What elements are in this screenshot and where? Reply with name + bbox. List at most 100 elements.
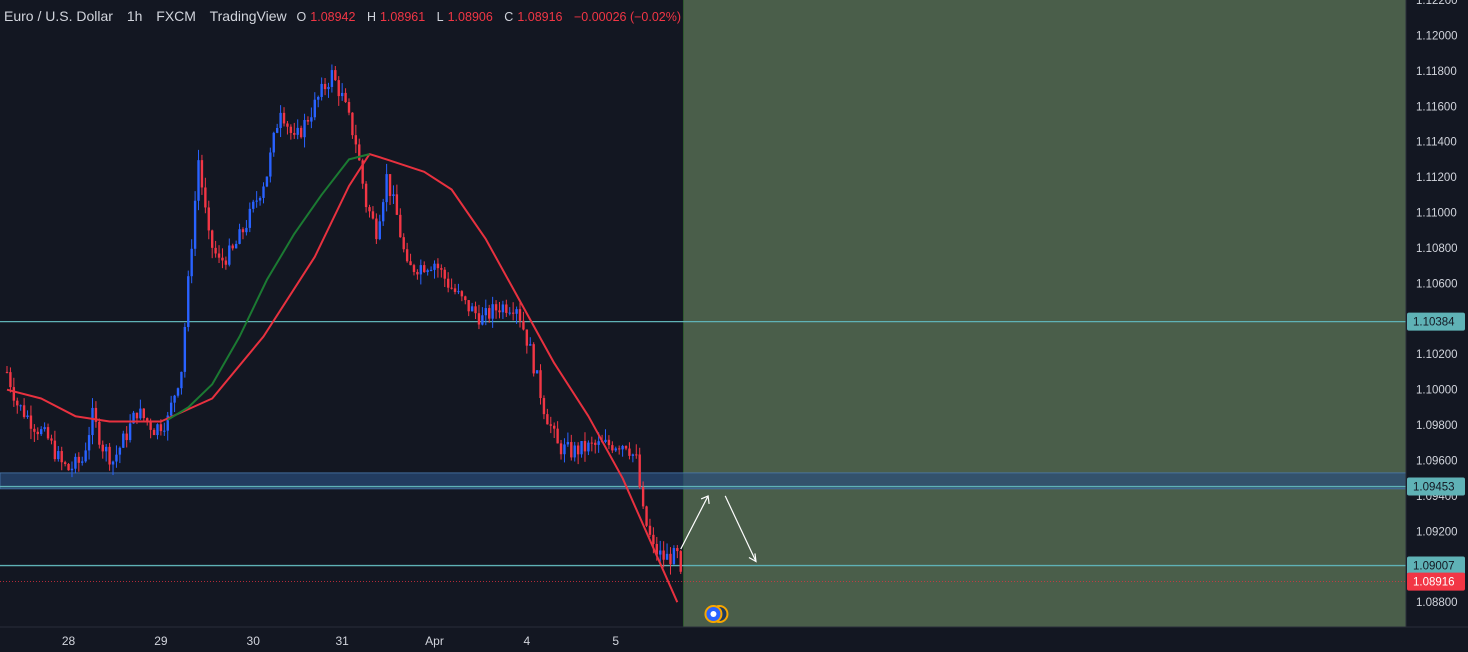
candle-body — [652, 534, 655, 544]
candle-body — [275, 127, 279, 133]
candle-body — [255, 200, 258, 202]
candle-body — [183, 326, 187, 372]
candle-body — [221, 257, 224, 261]
candle-body — [515, 309, 518, 314]
candle-body — [293, 132, 296, 135]
candle-body — [525, 329, 529, 346]
candle-body — [327, 86, 330, 90]
candle-body — [74, 456, 77, 469]
low-value: 1.08906 — [447, 10, 493, 24]
candle-body — [320, 83, 323, 97]
candle-body — [399, 214, 402, 238]
candle-body — [433, 263, 436, 270]
candle-body — [563, 444, 566, 455]
candle-body — [532, 344, 535, 374]
candle-body — [416, 271, 419, 275]
candle-body — [272, 132, 275, 153]
candle-body — [511, 312, 515, 314]
candle-body — [597, 441, 600, 445]
candle-body — [63, 462, 67, 465]
chart-header: Euro / U.S. Dollar 1h FXCM TradingView O… — [4, 8, 685, 24]
current-price-tag — [1407, 572, 1465, 591]
candle-body — [576, 445, 580, 455]
projection-zone — [683, 0, 1406, 627]
candle-body — [132, 412, 135, 424]
candle-body — [289, 126, 293, 133]
symbol-name[interactable]: Euro / U.S. Dollar — [4, 8, 113, 24]
candle-body — [135, 412, 139, 419]
candle-body — [662, 550, 665, 560]
level-price-tag-label: 1.10384 — [1413, 317, 1455, 329]
candle-body — [33, 428, 36, 432]
level-price-tag-label: 1.09007 — [1413, 561, 1455, 573]
candle-body — [488, 308, 491, 319]
candle-body — [334, 70, 337, 81]
candle-body — [46, 427, 50, 439]
candle-body — [453, 288, 457, 292]
candle-body — [385, 174, 388, 203]
candle-body — [375, 218, 378, 240]
y-tick-label: 1.08800 — [1416, 597, 1458, 609]
candle-body — [539, 370, 542, 399]
ohlc-readout: O 1.08942 H 1.08961 L 1.08906 C 1.08916 −0.0… — [297, 10, 685, 24]
candle-body — [128, 423, 132, 441]
candle-body — [197, 160, 200, 201]
candle-body — [16, 400, 19, 406]
y-tick-label: 1.11400 — [1416, 137, 1457, 149]
candle-body — [211, 230, 214, 248]
candle-body — [467, 300, 470, 312]
candle-body — [501, 304, 505, 313]
candle-body — [36, 431, 39, 435]
candle-body — [546, 414, 549, 425]
candle-body — [402, 237, 405, 250]
candle-body — [412, 265, 416, 272]
x-tick-label: 5 — [612, 634, 619, 648]
candle-body — [163, 430, 166, 432]
y-tick-label: 1.10600 — [1416, 278, 1458, 290]
y-tick-label: 1.10000 — [1416, 385, 1458, 397]
candle-body — [200, 160, 204, 188]
candle-body — [94, 407, 98, 422]
candle-body — [156, 424, 159, 436]
candle-body — [296, 127, 299, 135]
candle-body — [269, 152, 272, 177]
candle-body — [494, 304, 498, 311]
event-marker-dot — [710, 611, 717, 617]
candle-body — [477, 313, 481, 325]
interval-label[interactable]: 1h — [126, 8, 143, 24]
candle-body — [628, 448, 631, 456]
candle-body — [351, 112, 354, 136]
candle-body — [450, 287, 453, 289]
candle-body — [53, 440, 57, 460]
candle-body — [60, 451, 63, 463]
candle-body — [648, 525, 652, 535]
y-tick-label: 1.09200 — [1416, 526, 1458, 538]
open-label: O — [296, 10, 307, 24]
candle-body — [159, 424, 163, 432]
candle-body — [672, 548, 676, 565]
candle-body — [607, 439, 611, 446]
candle-body — [149, 421, 152, 430]
y-tick-label: 1.11200 — [1416, 172, 1457, 184]
candle-body — [635, 454, 638, 456]
candle-body — [559, 443, 563, 455]
candle-body — [101, 444, 104, 452]
change-value: −0.00026 (−0.02%) — [573, 10, 682, 24]
candle-body — [443, 269, 446, 279]
candle-body — [142, 408, 145, 419]
candle-body — [313, 99, 316, 118]
high-label: H — [366, 10, 376, 24]
candle-body — [614, 448, 617, 451]
candle-body — [368, 207, 371, 212]
candle-body — [542, 398, 546, 415]
candle-body — [508, 312, 511, 314]
candle-body — [245, 227, 248, 233]
projection-arrow-up — [680, 495, 709, 550]
candle-body — [19, 405, 22, 407]
candle-body — [587, 442, 590, 452]
candle-body — [340, 92, 344, 97]
candle-body — [122, 433, 125, 448]
candle-body — [583, 441, 587, 452]
